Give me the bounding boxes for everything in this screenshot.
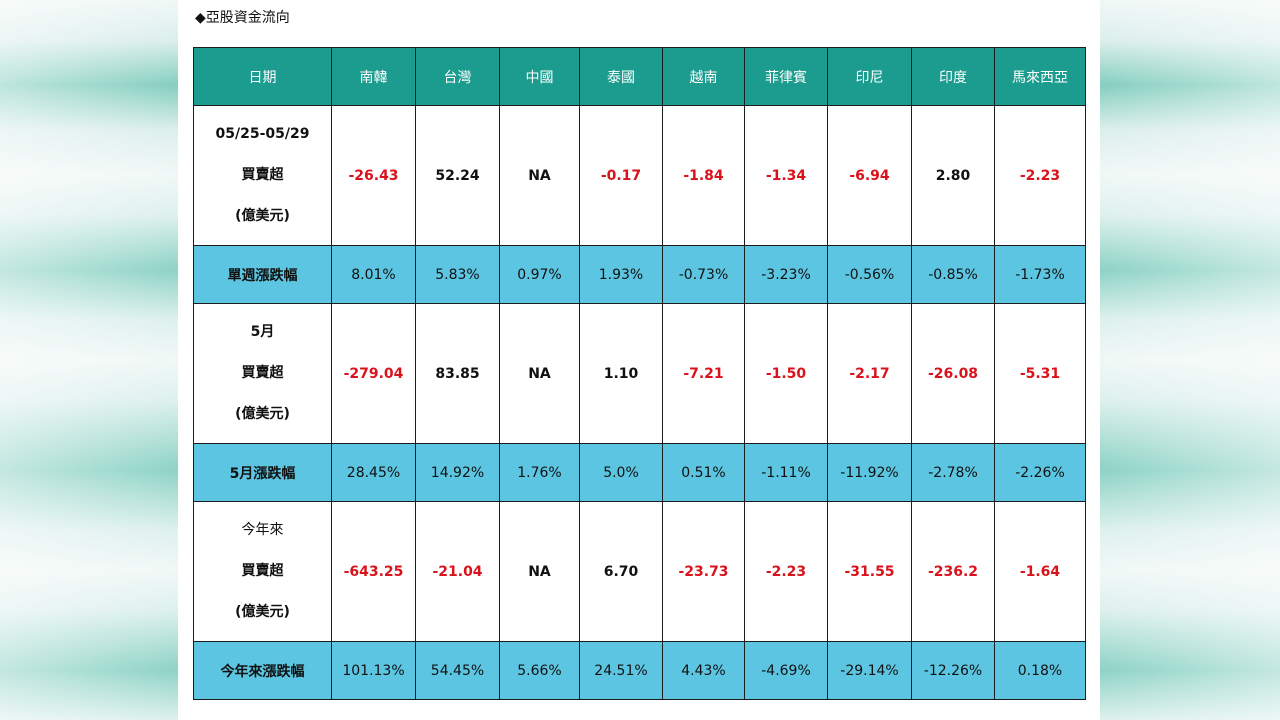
- table-cell: -1.64: [994, 501, 1086, 642]
- table-cell: -7.21: [662, 303, 745, 444]
- table-cell: -1.50: [744, 303, 828, 444]
- header-date: 日期: [193, 47, 332, 106]
- table-row: 今年來漲跌幅 101.13% 54.45% 5.66% 24.51% 4.43%…: [193, 641, 1086, 700]
- table-cell: 0.18%: [994, 641, 1086, 700]
- table-cell: 5.0%: [579, 443, 663, 502]
- table-cell: -2.26%: [994, 443, 1086, 502]
- table-cell: -26.43: [331, 105, 416, 246]
- table-cell: NA: [499, 105, 580, 246]
- table-row: 今年來 買賣超 (億美元) -643.25 -21.04 NA 6.70 -23…: [193, 501, 1086, 642]
- table-cell: -5.31: [994, 303, 1086, 444]
- table-cell: -0.85%: [911, 245, 995, 304]
- header-vietnam: 越南: [662, 47, 745, 106]
- row-label: 今年來 買賣超 (億美元): [193, 501, 332, 642]
- table-cell: -643.25: [331, 501, 416, 642]
- header-philippines: 菲律賓: [744, 47, 828, 106]
- table-cell: -29.14%: [827, 641, 912, 700]
- fund-flow-table: 日期 南韓 台灣 中國 泰國 越南 菲律賓 印尼 印度 馬來西亞 05/25-0…: [193, 47, 1086, 700]
- table-cell: 52.24: [415, 105, 500, 246]
- table-row: 05/25-05/29 買賣超 (億美元) -26.43 52.24 NA -0…: [193, 105, 1086, 246]
- table-cell: 5.83%: [415, 245, 500, 304]
- header-china: 中國: [499, 47, 580, 106]
- table-cell: 1.93%: [579, 245, 663, 304]
- table-row: 5月漲跌幅 28.45% 14.92% 1.76% 5.0% 0.51% -1.…: [193, 443, 1086, 502]
- table-cell: -11.92%: [827, 443, 912, 502]
- header-korea: 南韓: [331, 47, 416, 106]
- table-cell: -1.11%: [744, 443, 828, 502]
- table-cell: 8.01%: [331, 245, 416, 304]
- table-cell: -1.73%: [994, 245, 1086, 304]
- table-cell: 6.70: [579, 501, 663, 642]
- table-cell: -23.73: [662, 501, 745, 642]
- table-cell: -2.23: [744, 501, 828, 642]
- table-cell: NA: [499, 501, 580, 642]
- background-right: [1100, 0, 1280, 720]
- table-caption: ◆亞股資金流向: [195, 10, 290, 26]
- table-cell: -12.26%: [911, 641, 995, 700]
- table-cell: -3.23%: [744, 245, 828, 304]
- table-cell: -0.56%: [827, 245, 912, 304]
- table-row: 單週漲跌幅 8.01% 5.83% 0.97% 1.93% -0.73% -3.…: [193, 245, 1086, 304]
- table-cell: 28.45%: [331, 443, 416, 502]
- table-cell: 101.13%: [331, 641, 416, 700]
- header-india: 印度: [911, 47, 995, 106]
- table-cell: 2.80: [911, 105, 995, 246]
- table-cell: -26.08: [911, 303, 995, 444]
- row-label: 5月 買賣超 (億美元): [193, 303, 332, 444]
- table-cell: 5.66%: [499, 641, 580, 700]
- table-cell: -31.55: [827, 501, 912, 642]
- row-label: 5月漲跌幅: [193, 443, 332, 502]
- table-cell: 83.85: [415, 303, 500, 444]
- table-cell: -2.78%: [911, 443, 995, 502]
- table-row: 5月 買賣超 (億美元) -279.04 83.85 NA 1.10 -7.21…: [193, 303, 1086, 444]
- header-taiwan: 台灣: [415, 47, 500, 106]
- table-cell: 0.97%: [499, 245, 580, 304]
- header-row: 日期 南韓 台灣 中國 泰國 越南 菲律賓 印尼 印度 馬來西亞: [193, 47, 1086, 106]
- table-cell: -21.04: [415, 501, 500, 642]
- row-label: 05/25-05/29 買賣超 (億美元): [193, 105, 332, 246]
- table-cell: -1.84: [662, 105, 745, 246]
- table-cell: NA: [499, 303, 580, 444]
- content-panel: ◆亞股資金流向 日期 南韓 台灣 中國 泰國 越南 菲律賓 印尼 印度 馬來西亞…: [178, 0, 1100, 720]
- row-label: 單週漲跌幅: [193, 245, 332, 304]
- table-cell: 1.10: [579, 303, 663, 444]
- table-cell: -4.69%: [744, 641, 828, 700]
- row-label: 今年來漲跌幅: [193, 641, 332, 700]
- table-cell: -0.73%: [662, 245, 745, 304]
- table-cell: 1.76%: [499, 443, 580, 502]
- table-cell: -6.94: [827, 105, 912, 246]
- background-left: [0, 0, 178, 720]
- table-cell: 54.45%: [415, 641, 500, 700]
- table-cell: -2.17: [827, 303, 912, 444]
- table-cell: 0.51%: [662, 443, 745, 502]
- table-cell: 24.51%: [579, 641, 663, 700]
- table-cell: 14.92%: [415, 443, 500, 502]
- table-cell: 4.43%: [662, 641, 745, 700]
- header-thailand: 泰國: [579, 47, 663, 106]
- table-cell: -236.2: [911, 501, 995, 642]
- header-malaysia: 馬來西亞: [994, 47, 1086, 106]
- table-cell: -0.17: [579, 105, 663, 246]
- table-cell: -1.34: [744, 105, 828, 246]
- table-cell: -279.04: [331, 303, 416, 444]
- table-cell: -2.23: [994, 105, 1086, 246]
- header-indonesia: 印尼: [827, 47, 912, 106]
